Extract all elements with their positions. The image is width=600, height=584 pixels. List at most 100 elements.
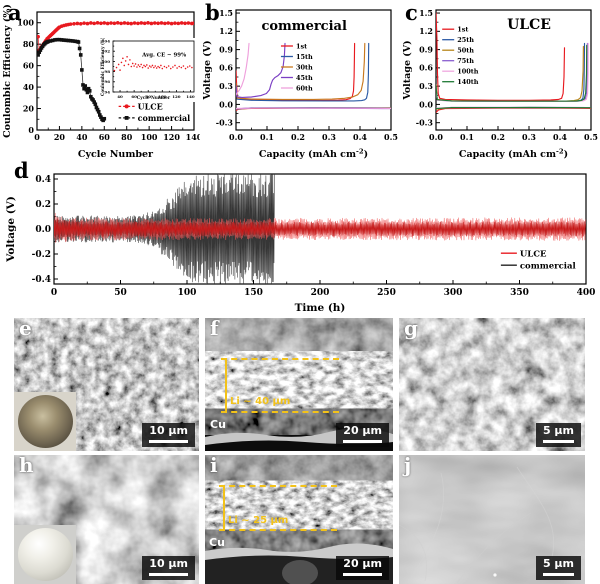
svg-text:50th: 50th <box>457 47 474 55</box>
svg-text:15th: 15th <box>296 53 313 61</box>
svg-text:250: 250 <box>377 288 396 298</box>
sem-image-f: f Li ~ 40 μm Cu 20 μm <box>205 318 393 451</box>
svg-text:Voltage (V): Voltage (V) <box>402 40 413 100</box>
svg-text:Capacity (mAh cm-2): Capacity (mAh cm-2) <box>459 148 568 160</box>
sem-image-h: h 10 μm <box>14 455 199 584</box>
svg-text:-0.3: -0.3 <box>416 118 434 128</box>
chart-svg-d: 0 50 100 150 200 250 300 350 400 -0.4 -0.2 0.0 0.2 0.… <box>5 173 595 314</box>
scale-bar-line <box>542 440 574 443</box>
svg-text:80: 80 <box>145 94 151 99</box>
scale-bar: 20 μm <box>336 556 389 580</box>
svg-text:40: 40 <box>23 82 35 92</box>
coin-cell-disc-bright <box>17 528 73 581</box>
scale-bar: 20 μm <box>336 423 389 447</box>
sem-panel-letter-f: f <box>210 318 219 340</box>
sem-texture <box>205 455 393 584</box>
svg-text:0.2: 0.2 <box>35 200 51 210</box>
svg-text:75th: 75th <box>457 57 474 65</box>
svg-text:0.9: 0.9 <box>419 44 433 54</box>
substrate-label: Cu <box>209 536 225 549</box>
svg-text:40: 40 <box>76 132 88 142</box>
svg-text:300: 300 <box>444 288 463 298</box>
svg-text:0.4: 0.4 <box>353 132 367 142</box>
svg-text:0.2: 0.2 <box>291 132 305 142</box>
substrate-label: Cu <box>210 418 226 431</box>
svg-text:94: 94 <box>104 89 110 94</box>
svg-text:commercial: commercial <box>261 19 346 34</box>
svg-text:0.0: 0.0 <box>429 132 443 142</box>
svg-text:100: 100 <box>178 288 197 298</box>
scale-bar: 5 μm <box>535 423 581 447</box>
svg-text:0.0: 0.0 <box>35 225 51 235</box>
svg-text:commercial: commercial <box>520 261 577 271</box>
thickness-annotation: Li ~ 25 μm <box>228 515 289 526</box>
scale-bar-label: 20 μm <box>343 424 382 438</box>
svg-text:60: 60 <box>23 61 35 71</box>
scale-bar-line <box>542 573 574 576</box>
svg-text:-0.3: -0.3 <box>216 118 234 128</box>
svg-text:1st: 1st <box>296 42 307 50</box>
svg-text:60: 60 <box>131 94 137 99</box>
svg-text:0.0: 0.0 <box>219 99 233 109</box>
svg-text:Coulombic Efficiency (%): Coulombic Efficiency (%) <box>100 38 105 96</box>
svg-text:1.2: 1.2 <box>219 26 233 36</box>
scale-bar-label: 10 μm <box>149 424 188 438</box>
svg-text:80: 80 <box>121 132 133 142</box>
sem-panel-letter-i: i <box>210 455 218 477</box>
svg-text:ULCE: ULCE <box>520 249 547 259</box>
svg-text:100: 100 <box>141 132 158 142</box>
sem-image-i: i Li ~ 25 μm Cu 20 μm <box>205 455 393 584</box>
svg-text:0.2: 0.2 <box>491 132 505 142</box>
svg-text:0.5: 0.5 <box>384 132 398 142</box>
svg-text:120: 120 <box>163 132 180 142</box>
svg-text:1.2: 1.2 <box>419 26 433 36</box>
svg-text:Coulombic Efficiency (%): Coulombic Efficiency (%) <box>2 4 13 138</box>
svg-text:Time (h): Time (h) <box>295 302 346 314</box>
svg-text:ULCE: ULCE <box>507 17 551 33</box>
sem-image-j: j 5 μm <box>399 455 585 584</box>
svg-text:100th: 100th <box>457 68 479 76</box>
svg-text:0.3: 0.3 <box>522 132 536 142</box>
sem-image-g: g 5 μm <box>399 318 585 451</box>
svg-text:1.5: 1.5 <box>219 8 233 18</box>
panel-label-a: a <box>8 0 22 25</box>
scale-bar-line <box>149 573 188 576</box>
svg-text:0: 0 <box>34 132 40 142</box>
scale-bar-line <box>343 440 382 443</box>
svg-text:Cycle Number: Cycle Number <box>78 149 154 160</box>
svg-text:20: 20 <box>23 103 35 113</box>
svg-text:20: 20 <box>54 132 66 142</box>
scale-bar-label: 10 μm <box>149 557 188 571</box>
svg-text:Capacity (mAh cm-2): Capacity (mAh cm-2) <box>259 148 368 160</box>
scale-bar: 5 μm <box>535 556 581 580</box>
svg-text:0.0: 0.0 <box>419 99 433 109</box>
chart-svg-b: 0.0 0.1 0.2 0.3 0.4 0.5 -0.3 0.0 0.3 0.6 0.9 1.2 1.5… <box>202 8 398 160</box>
svg-text:98: 98 <box>104 69 110 74</box>
svg-text:40: 40 <box>117 94 123 99</box>
svg-text:0.4: 0.4 <box>35 175 51 185</box>
svg-text:100: 100 <box>102 59 111 64</box>
thickness-ruler <box>223 485 225 529</box>
scale-bar: 10 μm <box>142 423 195 447</box>
svg-text:96: 96 <box>104 79 110 84</box>
thickness-annotation: Li ~ 40 μm <box>230 396 291 407</box>
sem-panel-letter-j: j <box>404 455 412 477</box>
svg-text:0.3: 0.3 <box>322 132 336 142</box>
svg-text:104: 104 <box>102 38 111 43</box>
svg-text:120: 120 <box>172 94 181 99</box>
svg-text:60th: 60th <box>296 84 313 92</box>
chart-svg-a_inset: 40 60 80 100 120 140 94 96 98 100 102 104 Cycle Numb… <box>100 37 195 100</box>
svg-text:140th: 140th <box>457 78 479 86</box>
thickness-dash-top <box>221 358 339 360</box>
svg-text:60: 60 <box>99 132 111 142</box>
panel-label-d: d <box>14 158 29 183</box>
svg-text:350: 350 <box>510 288 529 298</box>
svg-text:0.3: 0.3 <box>419 81 433 91</box>
svg-text:150: 150 <box>244 288 263 298</box>
svg-text:0.0: 0.0 <box>229 132 243 142</box>
panel-label-c: c <box>405 0 418 25</box>
chart-voltage-capacity-ulce: 0.0 0.1 0.2 0.3 0.4 0.5 -0.3 0.0 0.3 0.6 0.9 1.2 1.5… <box>400 2 600 160</box>
chart-voltage-capacity-commercial: 0.0 0.1 0.2 0.3 0.4 0.5 -0.3 0.0 0.3 0.6 0.9 1.2 1.5… <box>200 2 400 160</box>
svg-text:0.4: 0.4 <box>553 132 567 142</box>
sem-panel-letter-g: g <box>404 318 418 340</box>
